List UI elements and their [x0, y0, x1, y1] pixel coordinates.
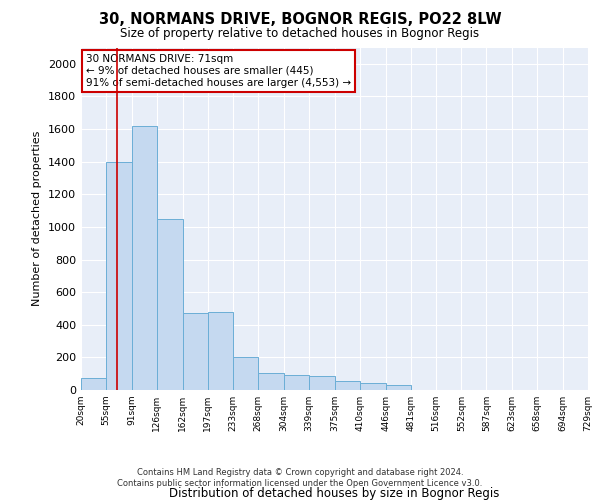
Bar	[360, 382, 386, 390]
Bar	[106, 162, 132, 390]
Bar	[132, 126, 157, 390]
Bar	[386, 385, 410, 390]
Bar	[335, 381, 360, 390]
Text: Size of property relative to detached houses in Bognor Regis: Size of property relative to detached ho…	[121, 28, 479, 40]
Text: Contains HM Land Registry data © Crown copyright and database right 2024.
Contai: Contains HM Land Registry data © Crown c…	[118, 468, 482, 487]
Y-axis label: Number of detached properties: Number of detached properties	[32, 131, 43, 306]
Bar	[309, 376, 335, 390]
Text: 30, NORMANS DRIVE, BOGNOR REGIS, PO22 8LW: 30, NORMANS DRIVE, BOGNOR REGIS, PO22 8L…	[98, 12, 502, 28]
Text: 30 NORMANS DRIVE: 71sqm
← 9% of detached houses are smaller (445)
91% of semi-de: 30 NORMANS DRIVE: 71sqm ← 9% of detached…	[86, 54, 351, 88]
Bar	[259, 373, 284, 390]
Bar	[81, 378, 106, 390]
Bar	[182, 314, 208, 390]
Bar	[157, 219, 182, 390]
Bar	[284, 374, 309, 390]
Bar	[233, 358, 259, 390]
X-axis label: Distribution of detached houses by size in Bognor Regis: Distribution of detached houses by size …	[169, 487, 500, 500]
Bar	[208, 312, 233, 390]
